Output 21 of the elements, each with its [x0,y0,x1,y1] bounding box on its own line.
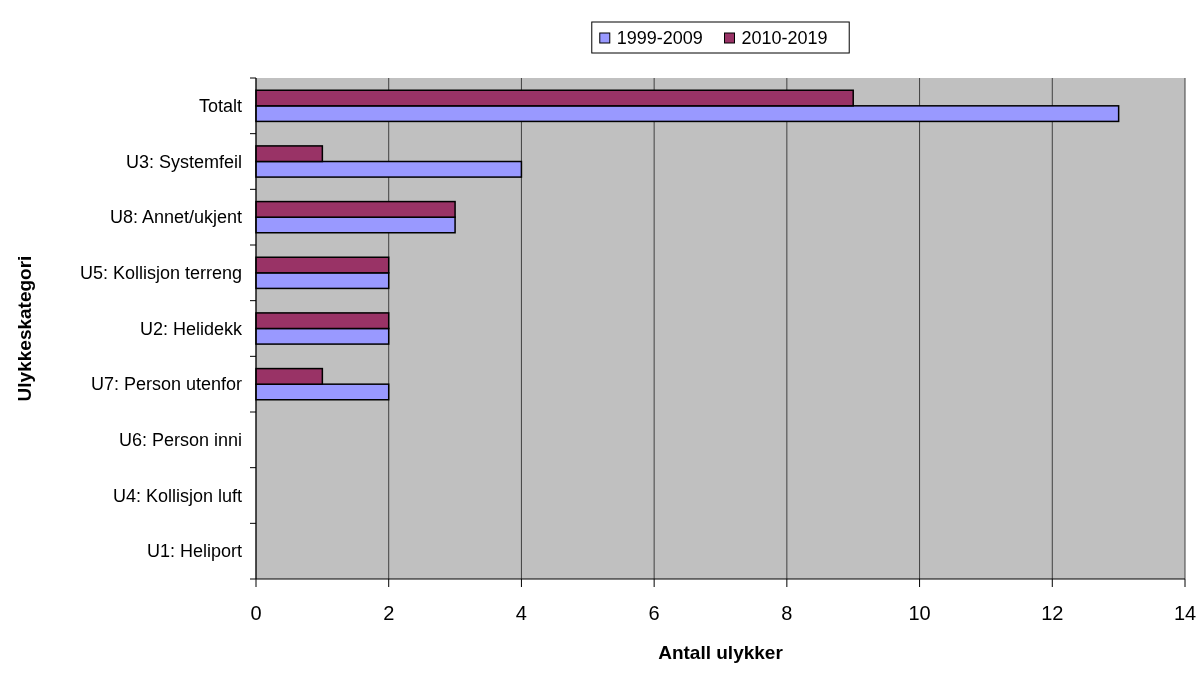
y-tick-label: Totalt [198,95,242,116]
y-tick-label: U2: Helidekk [139,318,243,339]
y-tick-label: U1: Heliport [146,541,242,562]
x-tick-label: 2 [383,602,395,624]
legend-label: 1999-2009 [616,28,703,48]
x-tick-label: 8 [781,602,793,624]
legend-label: 2010-2019 [741,28,828,48]
x-axis-title: Antall ulykker [658,642,784,663]
y-tick-label: U6: Person inni [118,429,242,450]
y-tick-label: U4: Kollisjon luft [112,485,242,506]
y-tick-label: U5: Kollisjon terreng [79,262,242,283]
y-tick-label: U3: Systemfeil [125,151,242,172]
y-axis-title: Ulykkeskategori [14,255,35,402]
x-tick-label: 0 [250,602,262,624]
y-tick-label: U7: Person utenfor [90,374,242,395]
x-tick-label: 6 [648,602,660,624]
x-tick-label: 4 [515,602,527,624]
x-tick-label: 10 [908,602,931,624]
x-tick-label: 12 [1041,602,1064,624]
x-tick-label: 14 [1173,602,1197,624]
y-tick-label: U8: Annet/ukjent [109,207,242,228]
